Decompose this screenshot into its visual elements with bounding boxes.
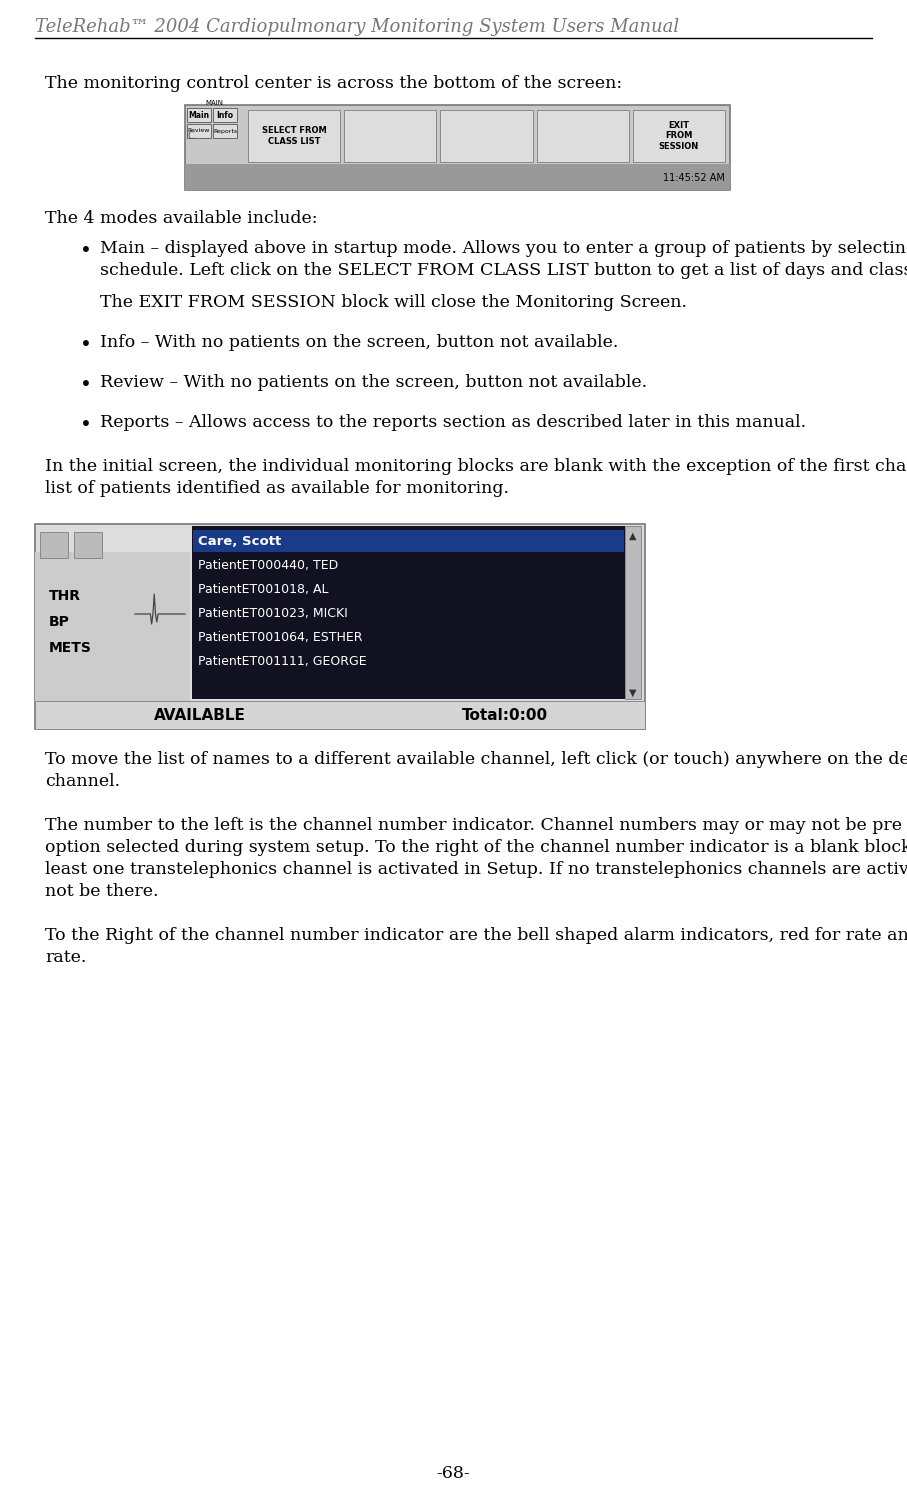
Text: Review: Review xyxy=(188,128,210,134)
Text: The 4 modes available include:: The 4 modes available include: xyxy=(45,210,317,226)
Bar xyxy=(213,107,237,122)
Text: Reports – Allows access to the reports section as described later in this manual: Reports – Allows access to the reports s… xyxy=(100,414,806,431)
Text: 11:45:52 AM: 11:45:52 AM xyxy=(663,173,725,183)
Text: TeleRehab™ 2004 Cardiopulmonary Monitoring System Users Manual: TeleRehab™ 2004 Cardiopulmonary Monitori… xyxy=(35,18,679,36)
Text: Review – With no patients on the screen, button not available.: Review – With no patients on the screen,… xyxy=(100,374,647,390)
Bar xyxy=(40,532,68,557)
Bar xyxy=(633,110,725,162)
Text: EXIT
FROM
SESSION: EXIT FROM SESSION xyxy=(658,121,699,150)
Text: To the Right of the channel number indicator are the bell shaped alarm indicator: To the Right of the channel number indic… xyxy=(45,927,907,945)
Text: To move the list of names to a different available channel, left click (or touch: To move the list of names to a different… xyxy=(45,751,907,767)
Bar xyxy=(187,124,211,139)
Text: PatientET000440, TED: PatientET000440, TED xyxy=(198,559,338,572)
Bar xyxy=(537,110,629,162)
Bar xyxy=(35,700,645,729)
Text: list of patients identified as available for monitoring.: list of patients identified as available… xyxy=(45,480,509,498)
Text: option selected during system setup. To the right of the channel number indicato: option selected during system setup. To … xyxy=(45,839,907,855)
Text: PatientET001023, MICKI: PatientET001023, MICKI xyxy=(198,606,347,620)
Text: The number to the left is the channel number indicator. Channel numbers may or m: The number to the left is the channel nu… xyxy=(45,817,907,834)
Text: PatientET001018, AL: PatientET001018, AL xyxy=(198,583,328,596)
Text: •: • xyxy=(80,416,92,435)
Text: Main: Main xyxy=(189,110,210,119)
Bar xyxy=(35,551,190,727)
Text: least one transtelephonics channel is activated in Setup. If no transtelephonics: least one transtelephonics channel is ac… xyxy=(45,861,907,878)
Text: Total:0:00: Total:0:00 xyxy=(462,708,548,723)
Bar xyxy=(193,530,624,551)
Bar xyxy=(625,526,641,699)
Text: -68-: -68- xyxy=(436,1465,471,1483)
Bar xyxy=(35,524,645,729)
Text: channel.: channel. xyxy=(45,773,120,790)
Bar xyxy=(74,532,102,557)
Text: schedule. Left click on the SELECT FROM CLASS LIST button to get a list of days : schedule. Left click on the SELECT FROM … xyxy=(100,262,907,279)
Bar xyxy=(187,107,211,122)
Text: C: C xyxy=(187,131,194,142)
Text: Info: Info xyxy=(217,110,234,119)
Text: not be there.: not be there. xyxy=(45,884,159,900)
Bar xyxy=(441,110,532,162)
Text: •: • xyxy=(80,337,92,355)
Text: THR: THR xyxy=(49,589,81,603)
Text: In the initial screen, the individual monitoring blocks are blank with the excep: In the initial screen, the individual mo… xyxy=(45,457,907,475)
Text: AVAILABLE: AVAILABLE xyxy=(154,708,246,723)
Text: •: • xyxy=(80,375,92,395)
Text: The EXIT FROM SESSION block will close the Monitoring Screen.: The EXIT FROM SESSION block will close t… xyxy=(100,294,687,311)
Text: The monitoring control center is across the bottom of the screen:: The monitoring control center is across … xyxy=(45,74,622,92)
Text: METS: METS xyxy=(49,641,92,656)
Text: •: • xyxy=(80,241,92,261)
Text: Info – With no patients on the screen, button not available.: Info – With no patients on the screen, b… xyxy=(100,334,619,352)
Text: Reports: Reports xyxy=(213,128,237,134)
Bar xyxy=(185,104,730,191)
Bar xyxy=(185,164,730,191)
Text: PatientET001111, GEORGE: PatientET001111, GEORGE xyxy=(198,656,366,668)
Bar xyxy=(248,110,340,162)
Text: rate.: rate. xyxy=(45,949,86,966)
Text: SELECT FROM
CLASS LIST: SELECT FROM CLASS LIST xyxy=(262,127,327,146)
Text: MAIN: MAIN xyxy=(206,100,223,106)
Text: PatientET001064, ESTHER: PatientET001064, ESTHER xyxy=(198,630,363,644)
Text: ▼: ▼ xyxy=(629,688,637,697)
Text: BP: BP xyxy=(49,615,70,629)
Bar xyxy=(213,124,237,139)
Bar xyxy=(344,110,436,162)
Text: Care, Scott: Care, Scott xyxy=(198,535,281,548)
Bar xyxy=(192,526,625,699)
Text: Main – displayed above in startup mode. Allows you to enter a group of patients : Main – displayed above in startup mode. … xyxy=(100,240,907,256)
Text: ▲: ▲ xyxy=(629,530,637,541)
